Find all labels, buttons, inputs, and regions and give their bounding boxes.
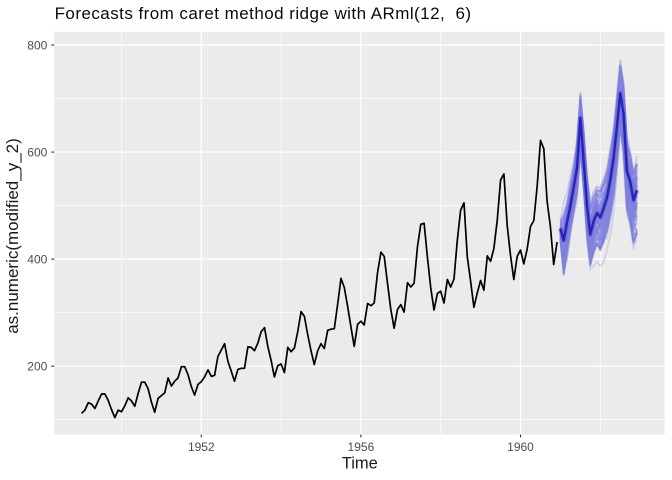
svg-text:Forecasts from caret method ri: Forecasts from caret method ridge with A… xyxy=(55,4,472,23)
svg-text:200: 200 xyxy=(27,360,47,374)
svg-text:1960: 1960 xyxy=(507,440,534,454)
svg-text:1952: 1952 xyxy=(188,440,215,454)
svg-text:600: 600 xyxy=(27,145,47,159)
svg-text:400: 400 xyxy=(27,252,47,266)
svg-text:Time: Time xyxy=(342,454,378,472)
svg-text:800: 800 xyxy=(27,38,47,52)
svg-text:1956: 1956 xyxy=(348,440,375,454)
svg-text:as.numeric(modified_y_2): as.numeric(modified_y_2) xyxy=(3,138,22,334)
